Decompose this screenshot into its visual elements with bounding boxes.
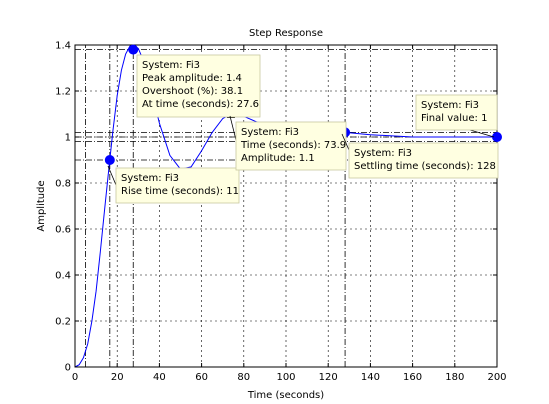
datatip-text: System: Fi3 [421, 100, 479, 111]
datatip-text: Overshoot (%): 38.1 [142, 86, 243, 97]
x-tick-label: 0 [72, 372, 78, 383]
datatip-box [348, 142, 499, 179]
x-axis-label: Time (seconds) [247, 390, 324, 401]
datatip-text: Peak amplitude: 1.4 [142, 73, 242, 84]
x-tick-label: 180 [445, 372, 464, 383]
y-tick-label: 0.2 [55, 317, 71, 328]
datatip-pointer [341, 133, 350, 151]
datatip-pointer [469, 129, 495, 138]
y-tick-label: 0 [65, 363, 71, 374]
datatip-text: System: Fi3 [354, 148, 412, 159]
x-tick-label: 100 [276, 372, 295, 383]
y-tick-label: 1.4 [55, 41, 71, 52]
datatip-text: System: Fi3 [241, 127, 299, 138]
x-tick-label: 200 [487, 372, 506, 383]
x-tick-label: 120 [319, 372, 338, 383]
y-tick-label: 0.4 [55, 271, 71, 282]
datatip-box [136, 54, 261, 118]
tooltip-layer: System: Fi3 Peak amplitude: 1.4 Overshoot … [107, 54, 499, 204]
datatip-text: System: Fi3 [142, 60, 200, 71]
y-tick-label: 0.8 [55, 179, 71, 190]
datatip-pointer [107, 165, 117, 186]
datatip-box [415, 94, 498, 131]
datatip-pointer [229, 115, 237, 141]
datatip-text: System: Fi3 [121, 173, 179, 184]
x-tick-label: 160 [403, 372, 422, 383]
datatip-text: Amplitude: 1.1 [241, 153, 315, 164]
datatip-text: Settling time (seconds): 128 [354, 161, 496, 172]
y-tick-label: 1 [65, 133, 71, 144]
data-point-marker [104, 155, 115, 165]
datatip-text: Time (seconds): 73.9 [240, 140, 346, 151]
datatip-text: Final value: 1 [421, 113, 487, 124]
datatip-text: At time (seconds): 27.6 [142, 99, 259, 110]
datatip-box [235, 121, 347, 171]
data-point-marker [128, 44, 139, 55]
x-tick-label: 140 [361, 372, 380, 383]
data-point-marker [492, 132, 502, 142]
x-tick-label: 60 [195, 372, 208, 383]
tick-layer: 0 20 40 60 80 100 120 140 160 180 200 0 0.2 0.4 0.6 0.8… [55, 41, 506, 384]
datatip-text: Rise time (seconds): 11 [121, 186, 239, 197]
chart-title: Step Response [249, 28, 323, 39]
y-tick-label: 0.6 [55, 225, 71, 236]
datatip-box [115, 167, 240, 204]
x-tick-label: 40 [153, 372, 166, 383]
x-tick-label: 20 [111, 372, 124, 383]
y-tick-label: 1.2 [55, 87, 71, 98]
x-tick-label: 80 [237, 372, 250, 383]
y-axis-label: Amplitude [36, 180, 47, 231]
